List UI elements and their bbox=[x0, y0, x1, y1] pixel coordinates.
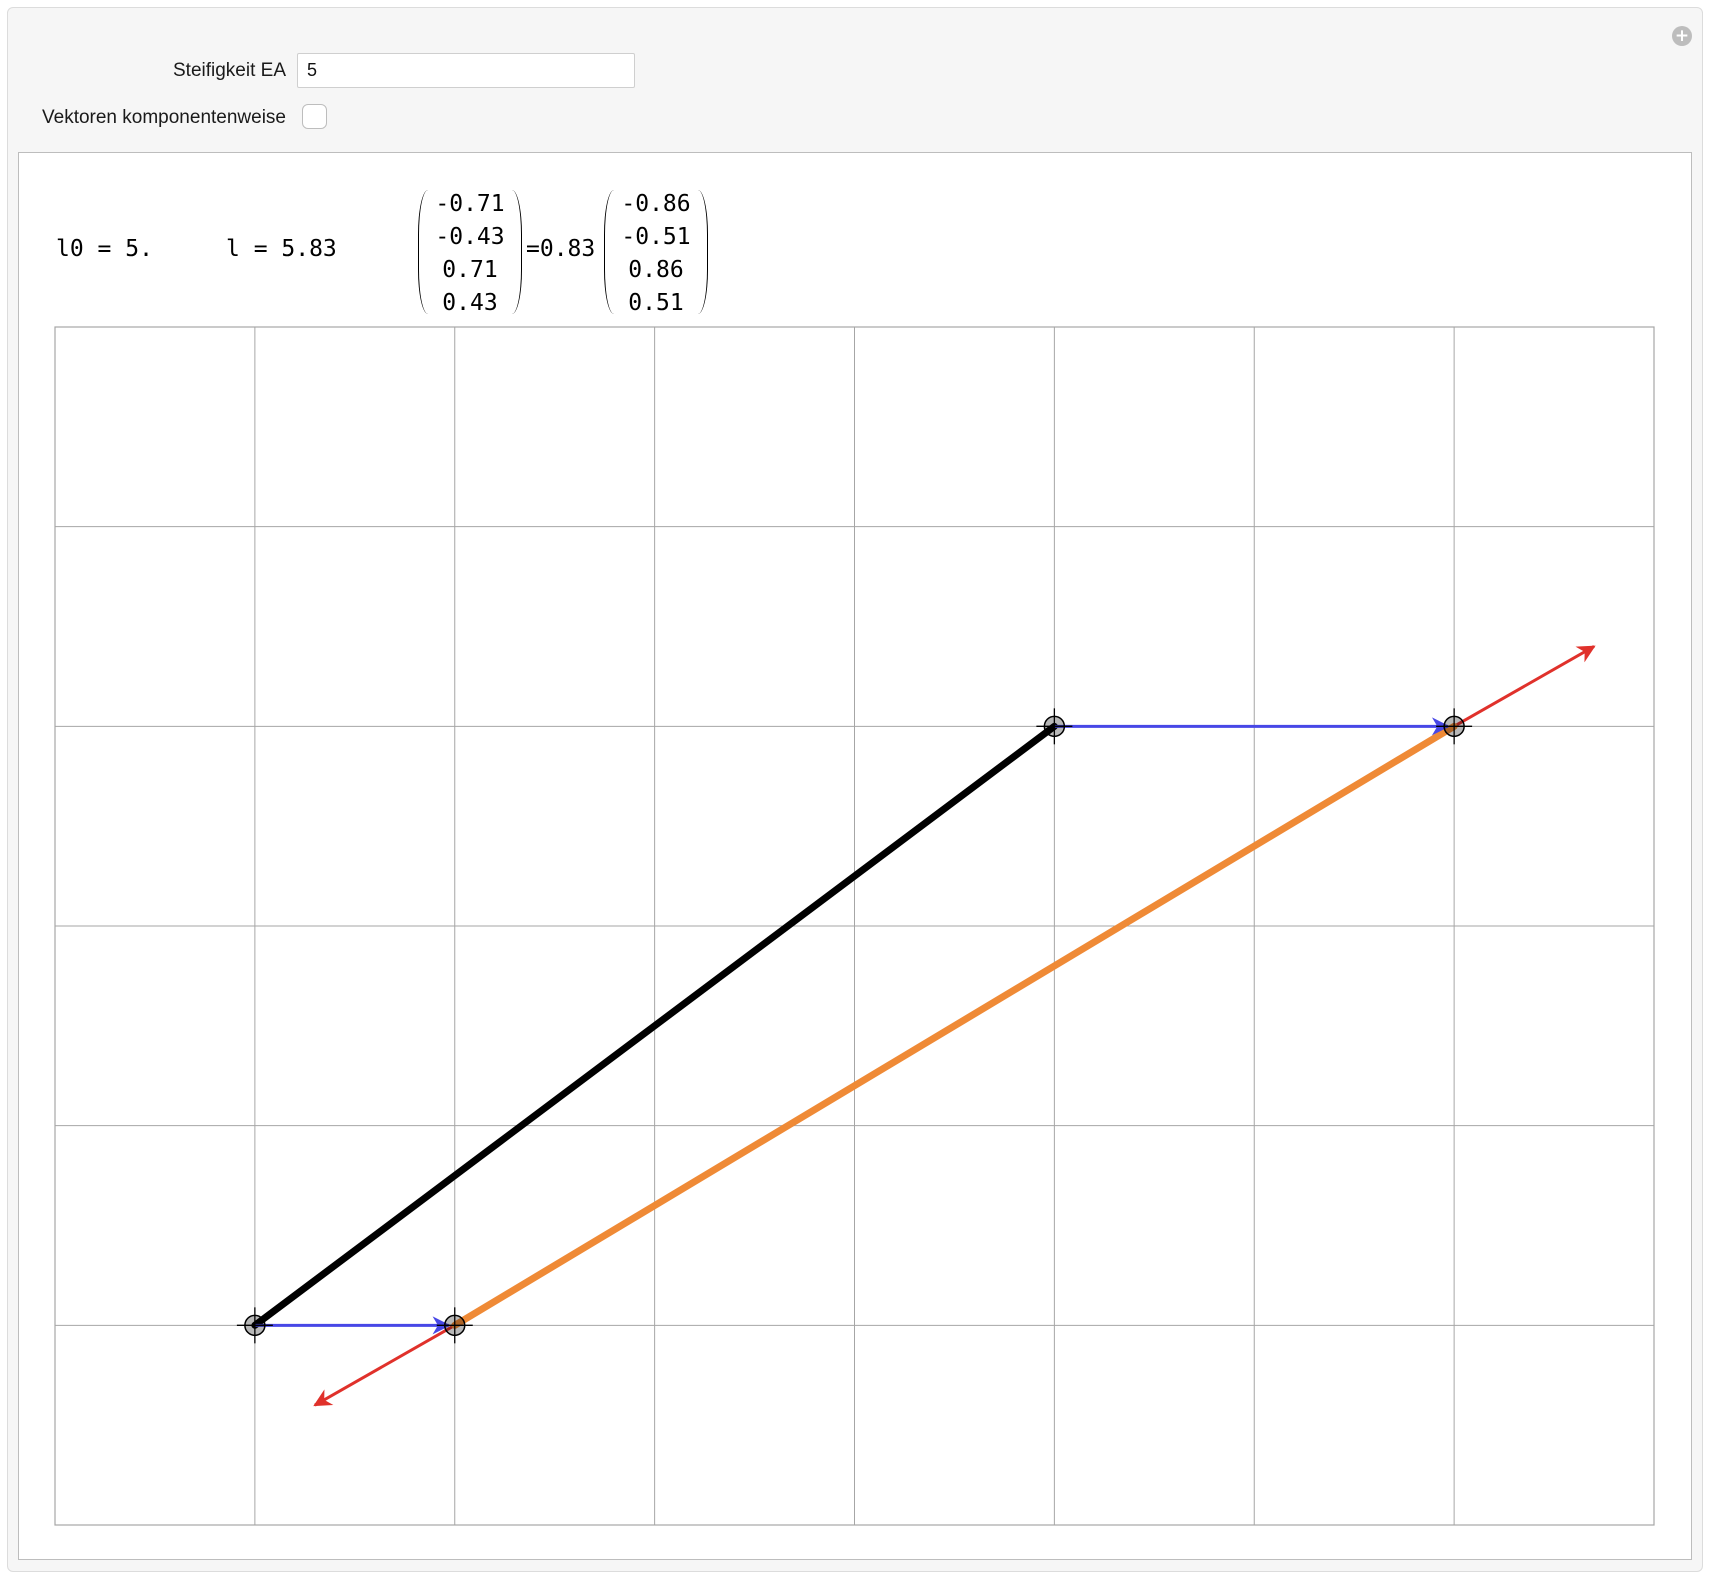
locator-point bbox=[236, 1307, 273, 1344]
paren-left bbox=[418, 190, 428, 314]
locator-circle bbox=[444, 1314, 466, 1337]
matrix-right-cell: 0.86 bbox=[628, 257, 684, 283]
stiffness-label: Steifigkeit EA bbox=[173, 60, 286, 81]
matrix-left: -0.71 -0.43 0.71 0.43 bbox=[418, 190, 522, 316]
locator-point bbox=[1436, 708, 1473, 745]
matrix-right-cell: 0.51 bbox=[628, 290, 684, 316]
locator-circle bbox=[244, 1314, 266, 1337]
locator-point bbox=[436, 1307, 473, 1344]
l0-readout: l0 = 5. bbox=[56, 236, 153, 262]
matrix-right-cell: -0.86 bbox=[621, 191, 691, 217]
equals-factor: =0.83 bbox=[526, 236, 596, 262]
original-rod bbox=[251, 722, 1058, 1329]
paren-right bbox=[512, 190, 522, 314]
stiffness-input[interactable] bbox=[297, 53, 635, 88]
force-arrow-2 bbox=[1453, 645, 1596, 728]
locator-point bbox=[1036, 708, 1073, 745]
force-arrow-1 bbox=[313, 1324, 456, 1407]
paren-left bbox=[604, 190, 614, 314]
matrix-left-cell: 0.43 bbox=[442, 290, 498, 316]
deformed-rod bbox=[451, 722, 1458, 1329]
locator-circle bbox=[1043, 715, 1066, 738]
locator-circle bbox=[1443, 715, 1465, 738]
componentwise-checkbox[interactable] bbox=[302, 104, 327, 129]
matrix-left-cell: 0.71 bbox=[442, 257, 498, 283]
l-readout: l = 5.83 bbox=[226, 236, 337, 262]
matrix-left-cell: -0.43 bbox=[435, 224, 505, 250]
paren-right bbox=[698, 190, 708, 314]
matrix-right: -0.86 -0.51 0.86 0.51 bbox=[604, 190, 708, 316]
matrix-right-cell: -0.51 bbox=[621, 224, 691, 250]
componentwise-label: Vektoren komponentenweise bbox=[42, 107, 286, 128]
plus-circle-icon[interactable]: + bbox=[1672, 26, 1692, 46]
matrix-left-cell: -0.71 bbox=[435, 191, 505, 217]
